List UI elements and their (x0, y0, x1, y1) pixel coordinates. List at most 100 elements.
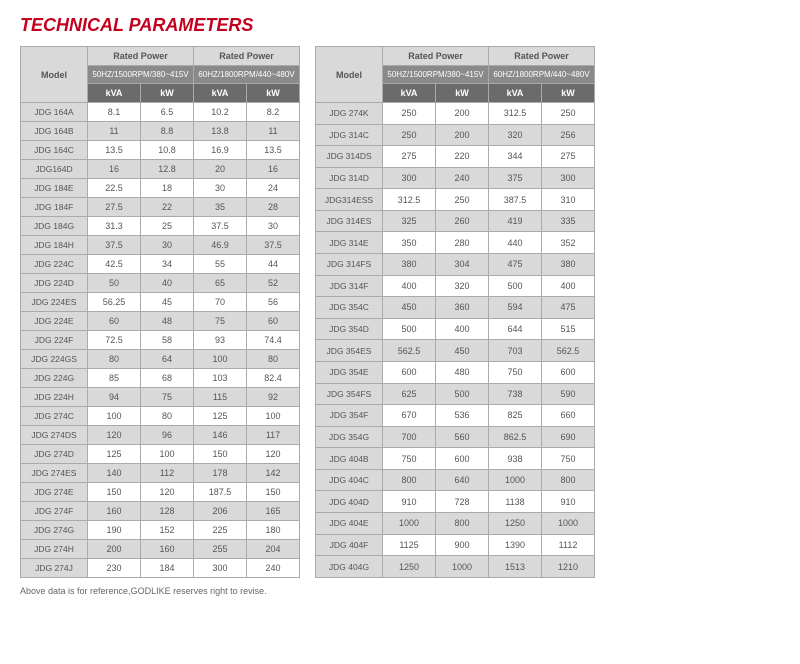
cell-value: 230 (88, 559, 141, 578)
cell-value: 52 (247, 274, 300, 293)
cell-model: JDG 224F (21, 331, 88, 350)
cell-value: 590 (542, 383, 595, 405)
cell-model: JDG 404D (316, 491, 383, 513)
cell-value: 27.5 (88, 198, 141, 217)
cell-value: 750 (383, 448, 436, 470)
cell-value: 300 (194, 559, 247, 578)
table-row: JDG 274C10080125100 (21, 407, 300, 426)
cell-value: 146 (194, 426, 247, 445)
col-spec50: 50HZ/1500RPM/380~415V (383, 66, 489, 84)
cell-value: 703 (489, 340, 542, 362)
cell-value: 240 (247, 559, 300, 578)
cell-value: 300 (542, 167, 595, 189)
spec-table-1: Model Rated Power Rated Power 50HZ/1500R… (20, 46, 300, 578)
table-row: JDG 404B750600938750 (316, 448, 595, 470)
cell-value: 1210 (542, 556, 595, 578)
cell-value: 255 (194, 540, 247, 559)
cell-value: 500 (489, 275, 542, 297)
footnote: Above data is for reference,GODLIKE rese… (20, 586, 780, 596)
cell-value: 1000 (542, 512, 595, 534)
cell-value: 13.5 (88, 141, 141, 160)
cell-value: 30 (194, 179, 247, 198)
cell-model: JDG 314D (316, 167, 383, 189)
cell-value: 37.5 (194, 217, 247, 236)
cell-value: 11 (88, 122, 141, 141)
col-model: Model (21, 47, 88, 103)
cell-value: 325 (383, 210, 436, 232)
cell-value: 200 (88, 540, 141, 559)
cell-value: 50 (88, 274, 141, 293)
table-row: JDG 314D300240375300 (316, 167, 595, 189)
col-rated-power-2: Rated Power (194, 47, 300, 66)
cell-value: 64 (141, 350, 194, 369)
cell-value: 320 (489, 124, 542, 146)
table-row: JDG 274G190152225180 (21, 521, 300, 540)
cell-value: 100 (141, 445, 194, 464)
cell-model: JDG 224ES (21, 293, 88, 312)
cell-value: 1000 (383, 512, 436, 534)
cell-value: 117 (247, 426, 300, 445)
cell-value: 85 (88, 369, 141, 388)
cell-value: 125 (194, 407, 247, 426)
table-row: JDG 184H37.53046.937.5 (21, 236, 300, 255)
page-title: TECHNICAL PARAMETERS (20, 15, 780, 36)
cell-value: 16 (88, 160, 141, 179)
cell-value: 225 (194, 521, 247, 540)
cell-value: 475 (489, 254, 542, 276)
cell-value: 100 (88, 407, 141, 426)
col-rated-power-1: Rated Power (88, 47, 194, 66)
table-row: JDG 224GS806410080 (21, 350, 300, 369)
cell-value: 206 (194, 502, 247, 521)
cell-value: 600 (542, 361, 595, 383)
cell-value: 419 (489, 210, 542, 232)
cell-value: 800 (542, 469, 595, 491)
table-row: JDG 274E150120187.5150 (21, 483, 300, 502)
cell-value: 120 (88, 426, 141, 445)
cell-value: 30 (141, 236, 194, 255)
table-row: JDG 224D50406552 (21, 274, 300, 293)
cell-value: 150 (247, 483, 300, 502)
cell-value: 142 (247, 464, 300, 483)
cell-value: 250 (436, 189, 489, 211)
table-row: JDG 404C8006401000800 (316, 469, 595, 491)
cell-value: 1513 (489, 556, 542, 578)
cell-value: 8.2 (247, 103, 300, 122)
cell-model: JDG 224GS (21, 350, 88, 369)
cell-value: 24 (247, 179, 300, 198)
table-row: JDG 314FS380304475380 (316, 254, 595, 276)
cell-value: 74.4 (247, 331, 300, 350)
cell-value: 22 (141, 198, 194, 217)
cell-value: 18 (141, 179, 194, 198)
cell-value: 1125 (383, 534, 436, 556)
cell-value: 320 (436, 275, 489, 297)
cell-value: 42.5 (88, 255, 141, 274)
cell-value: 180 (247, 521, 300, 540)
cell-value: 312.5 (489, 103, 542, 125)
cell-value: 750 (542, 448, 595, 470)
col-kw: kW (141, 84, 194, 103)
cell-value: 93 (194, 331, 247, 350)
cell-value: 500 (436, 383, 489, 405)
cell-model: JDG 354FS (316, 383, 383, 405)
cell-value: 250 (383, 103, 436, 125)
cell-value: 20 (194, 160, 247, 179)
cell-model: JDG 184H (21, 236, 88, 255)
table-row: JDG 274H200160255204 (21, 540, 300, 559)
cell-value: 1250 (383, 556, 436, 578)
col-kva: kVA (383, 84, 436, 103)
col-kw: kW (542, 84, 595, 103)
cell-model: JDG 314FS (316, 254, 383, 276)
col-spec60: 60HZ/1800RPM/440~480V (194, 66, 300, 84)
cell-value: 1000 (489, 469, 542, 491)
cell-model: JDG 354ES (316, 340, 383, 362)
cell-value: 40 (141, 274, 194, 293)
table-row: JDG 404D9107281138910 (316, 491, 595, 513)
cell-value: 55 (194, 255, 247, 274)
cell-value: 560 (436, 426, 489, 448)
cell-value: 360 (436, 297, 489, 319)
cell-value: 80 (88, 350, 141, 369)
cell-model: JDG 354G (316, 426, 383, 448)
table-row: JDG 404F112590013901112 (316, 534, 595, 556)
cell-value: 204 (247, 540, 300, 559)
cell-value: 56 (247, 293, 300, 312)
